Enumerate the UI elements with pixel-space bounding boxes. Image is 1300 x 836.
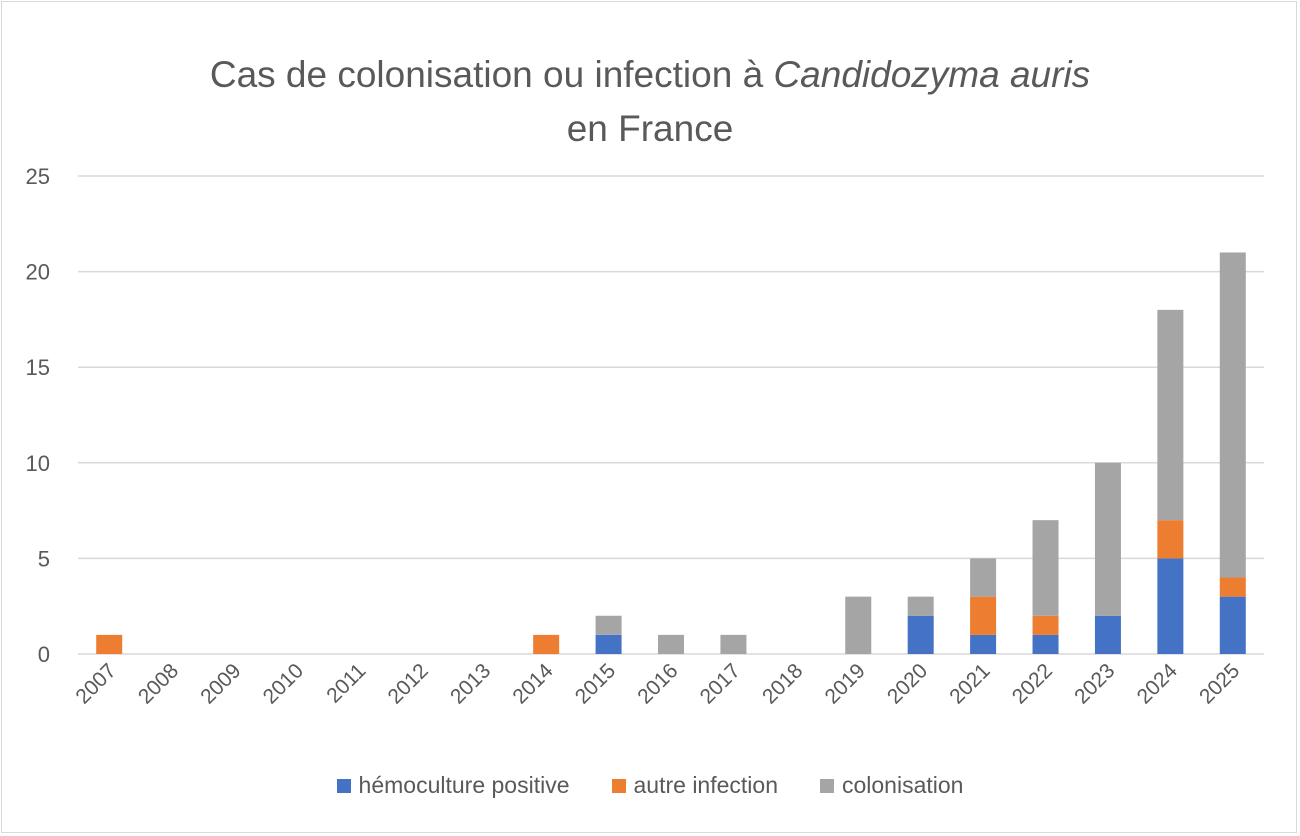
x-tick-label: 2008 xyxy=(134,659,183,708)
bar-segment xyxy=(533,634,560,654)
legend: hémoculture positive autre infection col… xyxy=(0,772,1300,799)
x-tick-label: 2020 xyxy=(883,659,932,708)
bar-segment xyxy=(595,615,622,635)
x-tick-label: 2012 xyxy=(384,659,433,708)
y-tick-label: 25 xyxy=(26,164,50,189)
chart-title-species: Candidozyma auris xyxy=(773,54,1091,95)
bar-segment xyxy=(907,615,934,654)
x-tick-label: 2019 xyxy=(821,659,870,708)
chart-title-text: Cas de colonisation ou infection à xyxy=(209,54,774,95)
bar-segment xyxy=(1032,615,1059,635)
chart-title-line-2: en France xyxy=(566,108,734,149)
y-tick-label: 15 xyxy=(26,355,50,380)
y-tick-label: 10 xyxy=(26,451,50,476)
bar-segment xyxy=(845,596,872,654)
x-tick-label: 2013 xyxy=(446,659,495,708)
x-tick-label: 2025 xyxy=(1195,659,1244,708)
legend-swatch-hemoculture xyxy=(336,778,351,793)
chart-title-line-1: Cas de colonisation ou infection à Candi… xyxy=(0,54,1300,96)
bar-segment xyxy=(970,634,997,654)
y-tick-label: 20 xyxy=(26,260,50,285)
legend-label-autre-infection: autre infection xyxy=(633,772,778,798)
legend-swatch-autre-infection xyxy=(611,778,626,793)
bar-segment xyxy=(970,558,997,597)
x-tick-label: 2010 xyxy=(259,659,308,708)
bar-segment xyxy=(96,634,123,654)
x-tick-label: 2011 xyxy=(322,659,370,707)
y-tick-label: 0 xyxy=(38,642,50,667)
bar-segment xyxy=(907,596,934,616)
x-tick-label: 2014 xyxy=(508,659,558,709)
bar-segment xyxy=(1032,634,1059,654)
x-tick-label: 2016 xyxy=(633,659,682,708)
bar-segment xyxy=(1157,309,1184,521)
legend-item-hemoculture: hémoculture positive xyxy=(336,772,570,799)
bar-segment xyxy=(595,634,622,654)
bar-segment xyxy=(1094,462,1121,616)
legend-label-hemoculture: hémoculture positive xyxy=(358,772,570,798)
bar-segment xyxy=(1219,596,1246,654)
x-tick-label: 2022 xyxy=(1008,659,1057,708)
legend-item-autre-infection: autre infection xyxy=(611,772,778,799)
legend-swatch-colonisation xyxy=(819,778,834,793)
bar-segment xyxy=(1157,520,1184,559)
bar-segment xyxy=(1032,520,1059,616)
bar-segment xyxy=(1094,615,1121,654)
x-tick-label: 2015 xyxy=(571,659,620,708)
x-tick-label: 2023 xyxy=(1070,659,1119,708)
x-tick-label: 2018 xyxy=(758,659,807,708)
legend-item-colonisation: colonisation xyxy=(819,772,964,799)
bar-segment xyxy=(1219,252,1246,578)
bar-segment xyxy=(1157,558,1184,654)
bar-segment xyxy=(1219,577,1246,597)
x-tick-label: 2024 xyxy=(1133,659,1183,709)
bar-segment xyxy=(658,634,684,654)
y-tick-label: 5 xyxy=(38,546,50,571)
x-tick-label: 2021 xyxy=(945,659,994,708)
x-tick-label: 2007 xyxy=(71,659,120,708)
x-tick-label: 2009 xyxy=(196,659,245,708)
legend-label-colonisation: colonisation xyxy=(841,772,964,798)
bar-segment xyxy=(970,596,997,635)
bar-segment xyxy=(720,634,747,654)
x-tick-label: 2017 xyxy=(696,659,745,708)
